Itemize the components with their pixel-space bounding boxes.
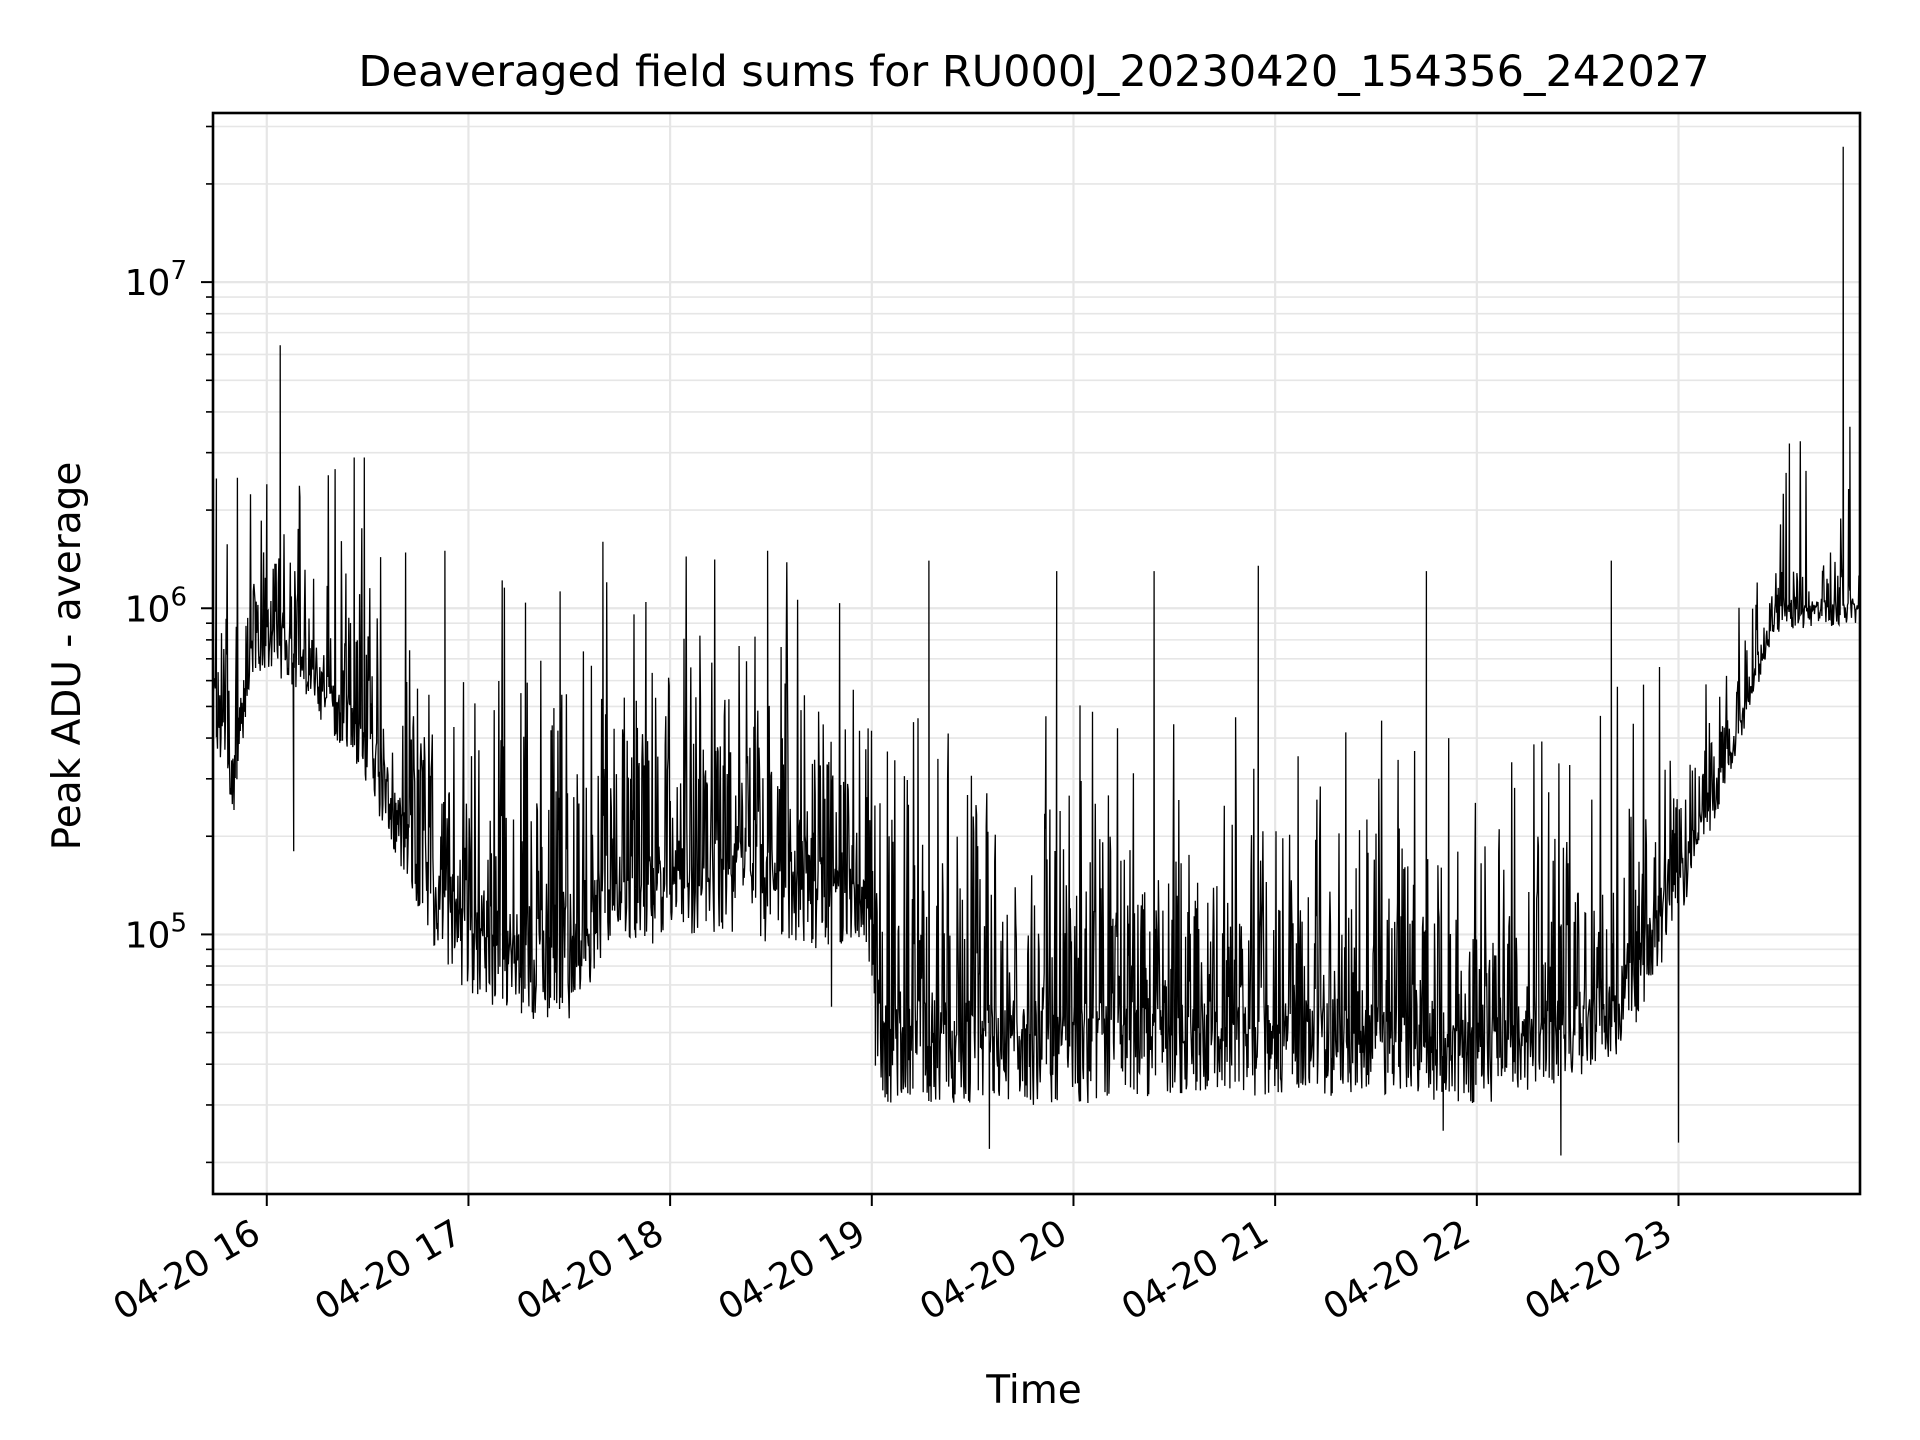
x-axis-label: Time [985,1368,1081,1413]
plot-frame [211,111,1862,1196]
chart-title: Deaveraged field sums for RU000J_2023042… [358,47,1709,97]
series-line-group [212,146,1861,1156]
y-tick-label: 106 [125,582,187,630]
y-axis-ticks: 105 106 107 [125,125,213,1164]
grid-lines [213,113,1860,1194]
series-line [212,146,1861,1156]
y-tick-label: 105 [125,908,187,956]
y-tick-label: 107 [125,256,187,304]
y-axis-label: Peak ADU - average [45,462,90,851]
